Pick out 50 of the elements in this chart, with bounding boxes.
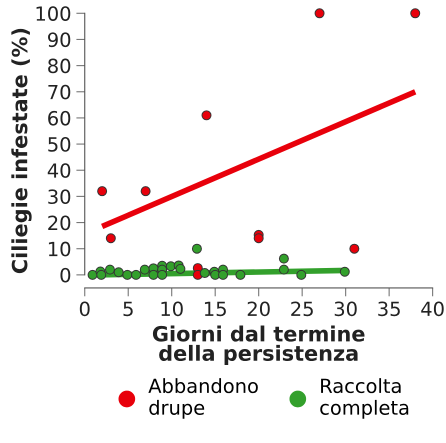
- point: [340, 266, 350, 277]
- y-tick-label: 20: [48, 216, 70, 230]
- y-tick-label: 40: [48, 163, 70, 178]
- point: [97, 186, 108, 196]
- point: [140, 264, 150, 275]
- x-tick-label: 30: [334, 301, 357, 316]
- y-tick-label: 0: [60, 268, 70, 283]
- point: [122, 270, 132, 280]
- point: [235, 270, 246, 280]
- x-tick-label: 35: [378, 301, 400, 316]
- y-axis-title: Ciliegie infestate (%): [11, 28, 32, 274]
- y-tick-label: 80: [48, 58, 70, 74]
- y-tick-label: 30: [48, 189, 70, 204]
- y-tick-label: 50: [48, 137, 70, 152]
- point: [349, 244, 360, 254]
- point: [148, 270, 158, 280]
- point: [218, 270, 228, 280]
- point: [254, 233, 264, 244]
- x-tick-label: 0: [80, 301, 90, 316]
- point: [157, 270, 168, 280]
- point: [175, 264, 186, 274]
- point: [96, 270, 106, 280]
- x-tick-label: 20: [248, 301, 270, 316]
- y-tick-label: 100: [36, 6, 70, 21]
- point: [314, 8, 325, 18]
- point: [202, 110, 212, 120]
- point: [200, 268, 210, 278]
- legend-label: Abbandono drupe: [148, 378, 258, 419]
- x-tick-label: 10: [161, 301, 183, 316]
- point: [296, 270, 306, 280]
- legend-label: Raccolta completa: [320, 378, 408, 419]
- y-tick-label: 70: [48, 84, 70, 100]
- point: [114, 267, 124, 278]
- point: [106, 233, 116, 244]
- y-tick-label: 10: [48, 242, 70, 256]
- x-tick-label: 15: [204, 302, 226, 316]
- point: [88, 270, 98, 280]
- point: [410, 8, 420, 18]
- point: [131, 270, 142, 280]
- point: [278, 264, 289, 275]
- x-axis-title: Giorni dal termine della persistenza: [152, 326, 364, 366]
- x-tick-label: 25: [291, 301, 313, 316]
- point: [192, 244, 202, 254]
- x-tick-label: 5: [124, 302, 133, 316]
- x-tick-label: 40: [421, 301, 444, 316]
- y-tick-label: 60: [48, 110, 70, 126]
- point: [104, 264, 115, 275]
- point: [140, 186, 151, 196]
- point: [278, 254, 289, 264]
- y-tick-label: 90: [48, 32, 70, 48]
